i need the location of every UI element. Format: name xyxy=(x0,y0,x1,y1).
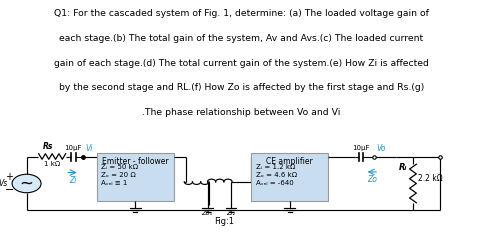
Text: Rs: Rs xyxy=(43,142,54,151)
Text: Vs: Vs xyxy=(0,179,8,188)
Text: Zi: Zi xyxy=(69,176,76,185)
Text: Aᵥₙₗ ≡ 1: Aᵥₙₗ ≡ 1 xyxy=(101,180,128,186)
Text: Zᵢ = 1.2 kΩ: Zᵢ = 1.2 kΩ xyxy=(256,164,296,170)
Circle shape xyxy=(12,174,41,193)
Text: Q1: For the cascaded system of Fig. 1, determine: (a) The loaded voltage gain of: Q1: For the cascaded system of Fig. 1, d… xyxy=(54,9,429,18)
Bar xyxy=(97,153,174,201)
Text: gain of each stage.(d) The total current gain of the system.(e) How Zi is affect: gain of each stage.(d) The total current… xyxy=(54,59,429,67)
Text: Zₒ = 20 Ω: Zₒ = 20 Ω xyxy=(101,172,136,178)
Text: ~: ~ xyxy=(20,175,33,192)
Text: CE amplifier: CE amplifier xyxy=(267,157,313,166)
Text: Zo₁: Zo₁ xyxy=(201,210,213,216)
Text: Emitter - follower: Emitter - follower xyxy=(102,157,169,166)
Text: each stage.(b) The total gain of the system, Av and Avs.(c) The loaded current: each stage.(b) The total gain of the sys… xyxy=(59,34,424,43)
Text: Vo: Vo xyxy=(376,144,385,153)
Text: Rₗ: Rₗ xyxy=(399,163,407,172)
Text: 10μF: 10μF xyxy=(65,145,82,151)
Text: 1 kΩ: 1 kΩ xyxy=(44,161,60,167)
Text: Zₒ = 4.6 kΩ: Zₒ = 4.6 kΩ xyxy=(256,172,297,178)
Text: Zo: Zo xyxy=(367,175,377,184)
Bar xyxy=(251,153,328,201)
Text: .The phase relationship between Vo and Vi: .The phase relationship between Vo and V… xyxy=(142,108,341,117)
Text: by the second stage and RL.(f) How Zo is affected by the first stage and Rs.(g): by the second stage and RL.(f) How Zo is… xyxy=(59,83,424,92)
Text: Zi₂: Zi₂ xyxy=(227,210,235,216)
Text: Aᵥₙₗ = -640: Aᵥₙₗ = -640 xyxy=(256,180,294,186)
Text: Zᵢ = 50 kΩ: Zᵢ = 50 kΩ xyxy=(101,164,139,170)
Text: 10μF: 10μF xyxy=(353,145,370,151)
Text: +: + xyxy=(5,172,13,182)
Text: Fig:1: Fig:1 xyxy=(214,217,235,226)
Text: 2.2 kΩ: 2.2 kΩ xyxy=(418,174,442,183)
Text: Vi: Vi xyxy=(85,144,92,153)
Text: −: − xyxy=(4,185,14,195)
